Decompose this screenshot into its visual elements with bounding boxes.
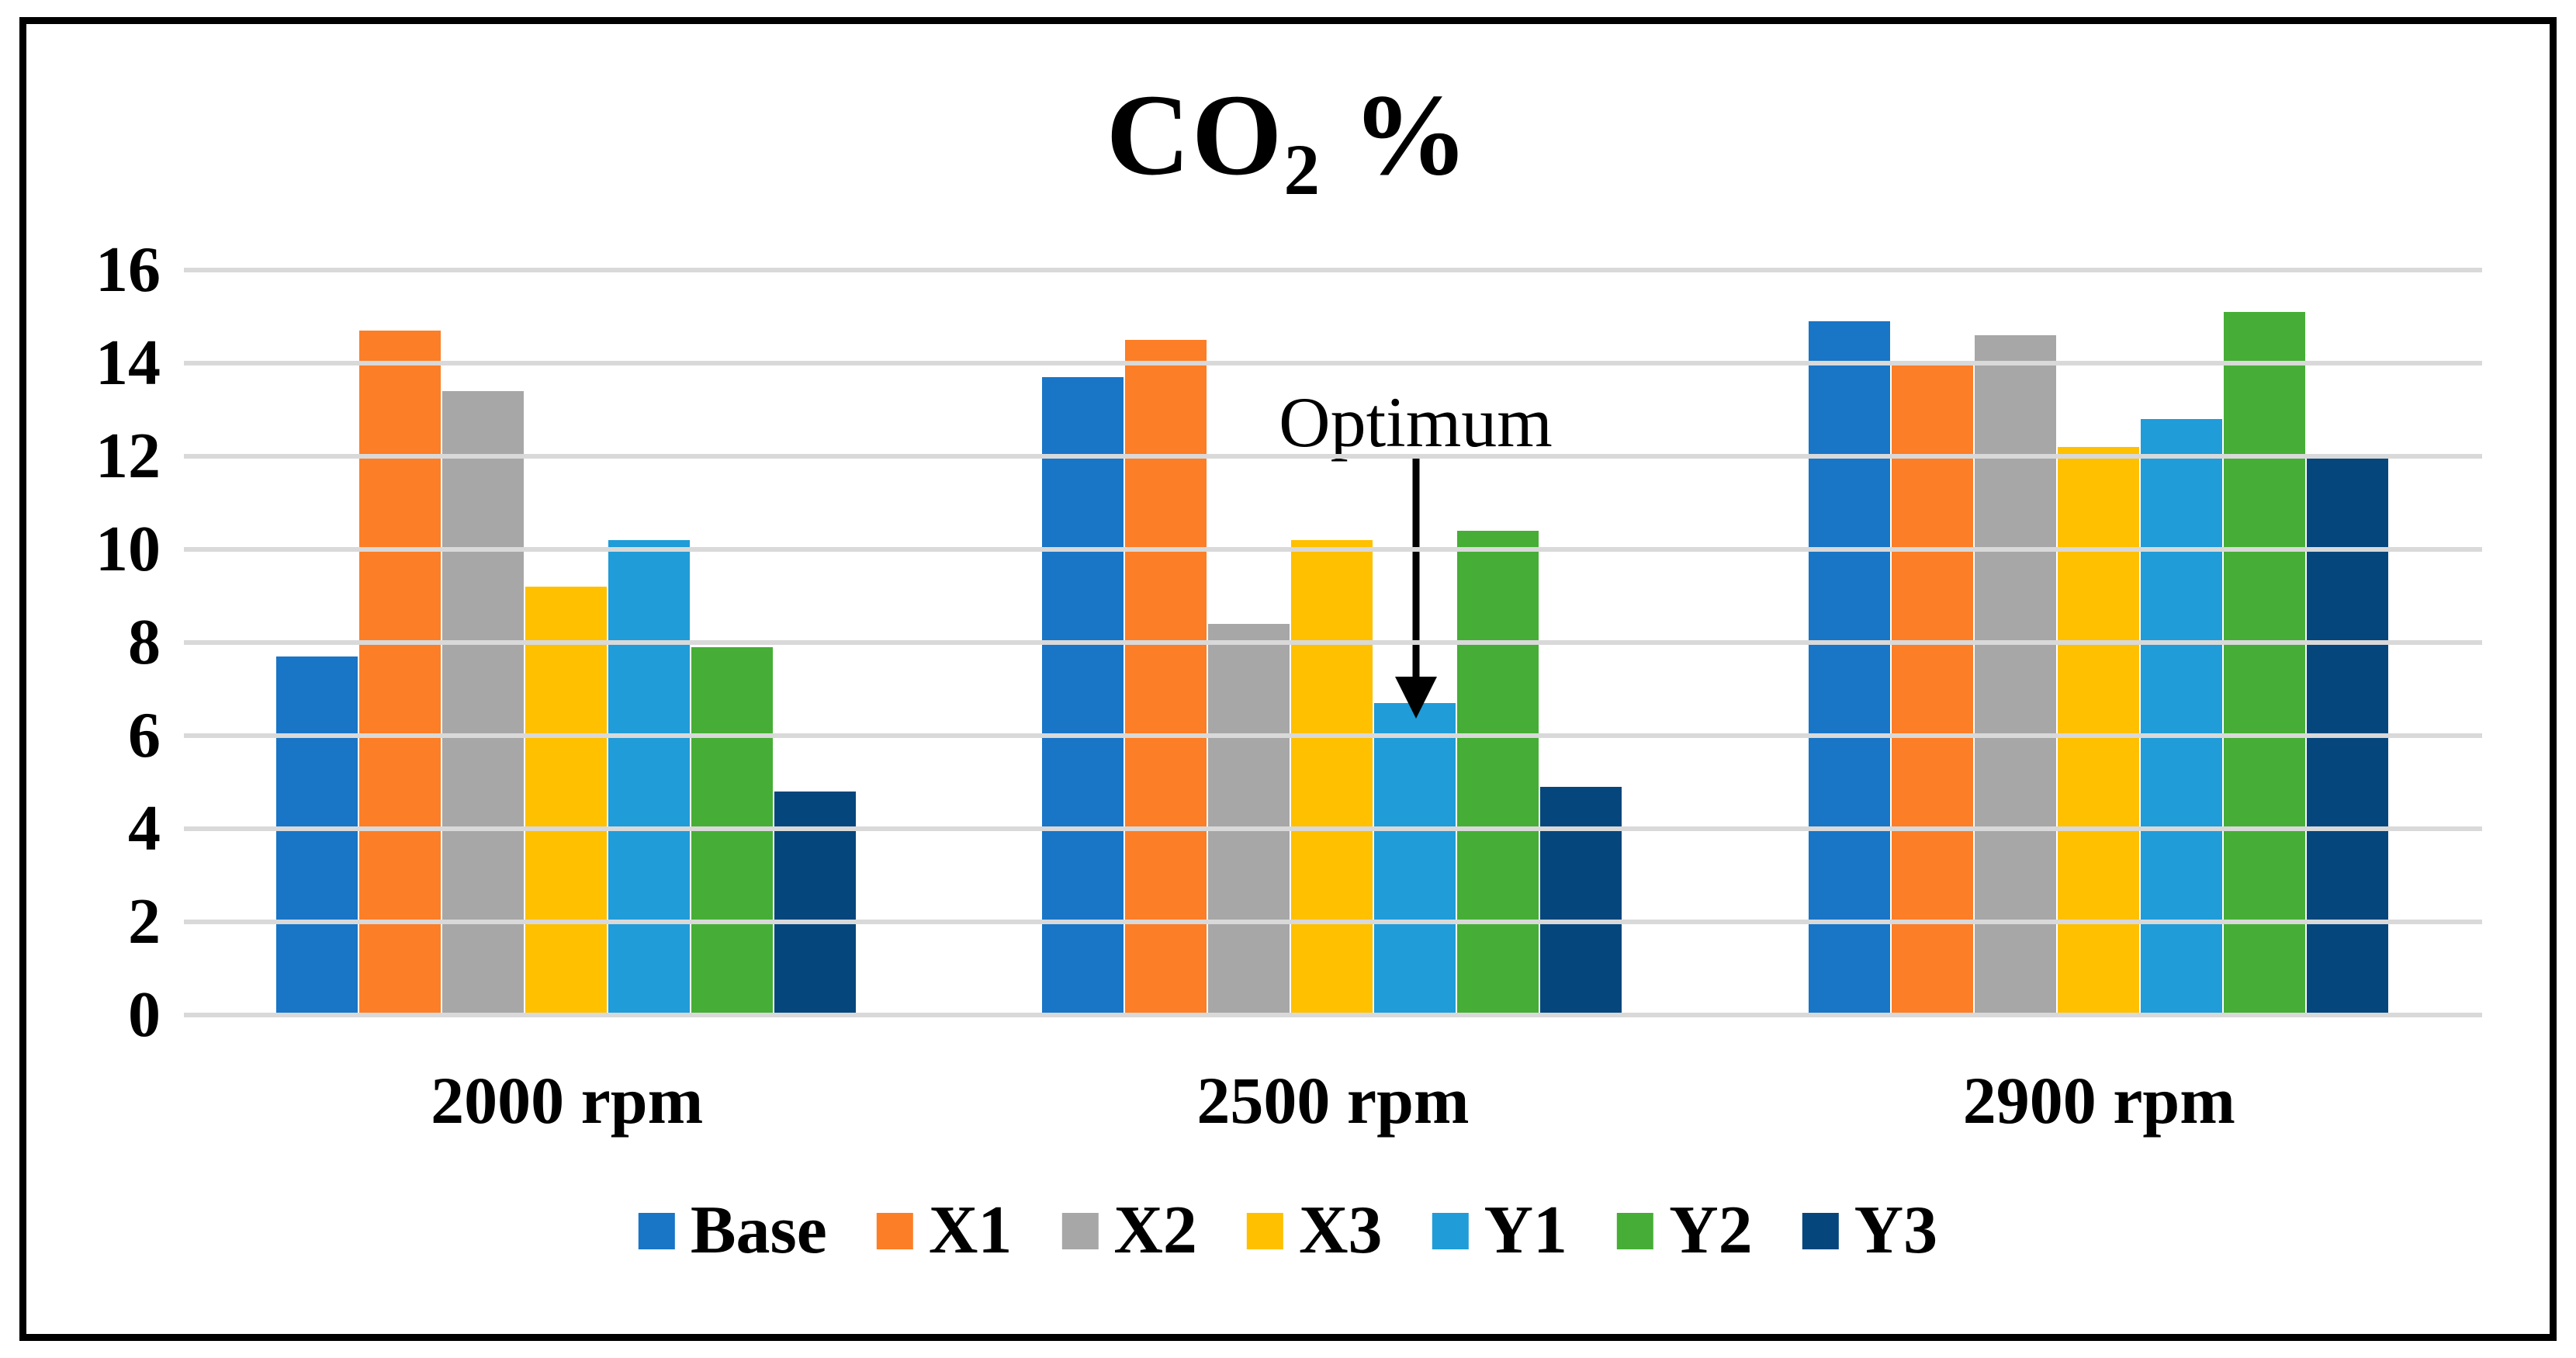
optimum-arrow-line bbox=[1412, 459, 1419, 681]
bar-base-2900-rpm bbox=[1808, 321, 1890, 1015]
gridline-y-0 bbox=[184, 1013, 2482, 1017]
bar-y3-2500-rpm bbox=[1540, 787, 1622, 1015]
bar-x3-2900-rpm bbox=[2057, 447, 2139, 1015]
y-axis-tick-16: 16 bbox=[95, 234, 161, 306]
legend-label-x2: X2 bbox=[1113, 1193, 1197, 1268]
x-axis-label-2000-rpm: 2000 rpm bbox=[431, 1063, 704, 1138]
x-axis-labels: 2000 rpm 2500 rpm 2900 rpm bbox=[184, 1062, 2482, 1139]
legend-swatch-y1 bbox=[1432, 1212, 1469, 1249]
y-axis-tick-14: 14 bbox=[95, 327, 161, 399]
y-axis-tick-10: 10 bbox=[95, 513, 161, 585]
bar-x1-2500-rpm bbox=[1125, 340, 1207, 1015]
bar-base-2500-rpm bbox=[1042, 377, 1124, 1015]
optimum-arrowhead-icon bbox=[1394, 677, 1437, 719]
y-axis-tick-2: 2 bbox=[128, 885, 161, 958]
legend-swatch-base bbox=[638, 1212, 675, 1249]
legend-label-x3: X3 bbox=[1298, 1193, 1383, 1268]
y-axis-tick-4: 4 bbox=[128, 792, 161, 864]
legend: Base X1 X2 X3 Y1 Y2 Y3 bbox=[638, 1193, 1938, 1268]
bar-x1-2000-rpm bbox=[359, 331, 441, 1015]
chart-title-main: CO bbox=[1106, 71, 1284, 199]
bar-x2-2000-rpm bbox=[442, 391, 525, 1015]
bar-x2-2900-rpm bbox=[1974, 335, 2056, 1015]
chart-title: CO2 % bbox=[0, 68, 2576, 212]
legend-item-y1: Y1 bbox=[1432, 1193, 1568, 1268]
y-axis-tick-8: 8 bbox=[128, 606, 161, 678]
legend-item-base: Base bbox=[638, 1193, 827, 1268]
bar-y1-2000-rpm bbox=[608, 540, 691, 1015]
bar-y2-2900-rpm bbox=[2223, 312, 2305, 1015]
legend-item-x1: X1 bbox=[876, 1193, 1013, 1268]
gridline-y-14 bbox=[184, 361, 2482, 365]
bar-groups bbox=[184, 270, 2482, 1015]
bar-base-2000-rpm bbox=[276, 656, 358, 1015]
gridline-y-10 bbox=[184, 547, 2482, 552]
bar-y1-2500-rpm bbox=[1374, 703, 1456, 1015]
gridline-y-4 bbox=[184, 826, 2482, 831]
legend-swatch-y2 bbox=[1617, 1212, 1654, 1249]
bar-group-2500-rpm bbox=[950, 270, 1716, 1015]
y-axis-tick-6: 6 bbox=[128, 699, 161, 771]
gridline-y-12 bbox=[184, 454, 2482, 459]
legend-swatch-x2 bbox=[1061, 1212, 1099, 1249]
legend-label-x1: X1 bbox=[928, 1193, 1013, 1268]
gridline-y-6 bbox=[184, 733, 2482, 738]
bar-x1-2900-rpm bbox=[1891, 363, 1973, 1015]
legend-label-y3: Y3 bbox=[1854, 1193, 1938, 1268]
bar-y2-2000-rpm bbox=[691, 647, 774, 1015]
bar-y2-2500-rpm bbox=[1457, 531, 1539, 1015]
legend-label-base: Base bbox=[690, 1193, 827, 1268]
legend-swatch-y3 bbox=[1802, 1212, 1839, 1249]
legend-item-y3: Y3 bbox=[1802, 1193, 1938, 1268]
x-axis-label-2500-rpm: 2500 rpm bbox=[1196, 1063, 1470, 1138]
bar-x3-2500-rpm bbox=[1291, 540, 1373, 1015]
chart-title-subscript: 2 bbox=[1283, 130, 1321, 211]
legend-item-y2: Y2 bbox=[1617, 1197, 1753, 1265]
legend-item-x2: X2 bbox=[1061, 1197, 1197, 1265]
y-axis-tick-0: 0 bbox=[128, 979, 161, 1051]
legend-swatch-x3 bbox=[1246, 1212, 1283, 1249]
legend-label-y2: Y2 bbox=[1669, 1193, 1753, 1268]
gridline-y-16 bbox=[184, 268, 2482, 272]
plot-area: Optimum 0 2 4 6 8 10 12 14 16 bbox=[95, 237, 2482, 1048]
legend-swatch-x1 bbox=[876, 1212, 913, 1249]
y-axis-tick-12: 12 bbox=[95, 420, 161, 492]
legend-label-y1: Y1 bbox=[1484, 1193, 1568, 1268]
optimum-annotation-label: Optimum bbox=[1279, 383, 1553, 462]
gridline-y-2 bbox=[184, 920, 2482, 924]
x-axis-label-2900-rpm: 2900 rpm bbox=[1962, 1063, 2235, 1138]
gridline-y-8 bbox=[184, 640, 2482, 645]
chart-title-unit: % bbox=[1321, 71, 1470, 199]
bar-y1-2900-rpm bbox=[2140, 419, 2222, 1015]
bar-x3-2000-rpm bbox=[525, 587, 608, 1015]
bar-y3-2000-rpm bbox=[774, 792, 857, 1015]
legend-item-x3: X3 bbox=[1246, 1193, 1383, 1268]
bar-x2-2500-rpm bbox=[1208, 624, 1290, 1015]
